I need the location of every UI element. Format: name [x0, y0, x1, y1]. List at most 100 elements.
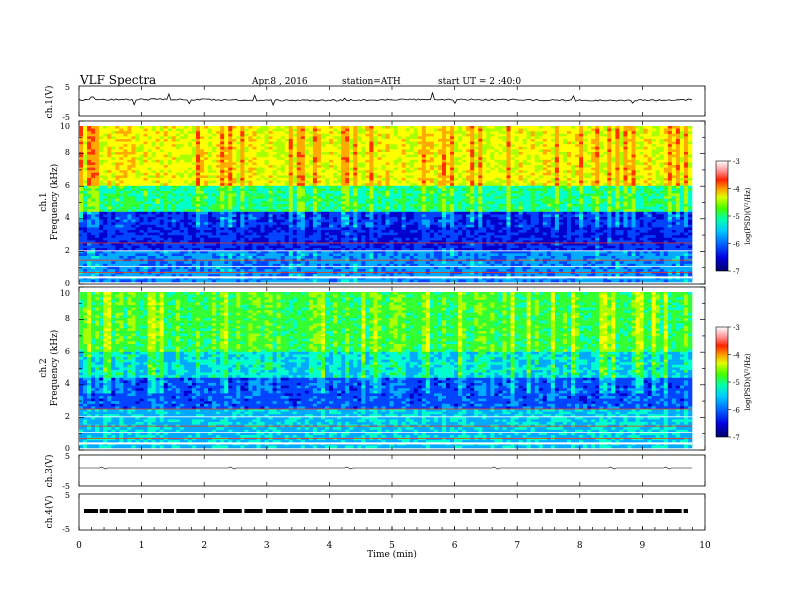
spectrogram-cell [208, 180, 213, 184]
spectrogram-cell [260, 154, 265, 158]
spectrogram-cell [482, 178, 487, 181]
spectrogram-cell [458, 175, 463, 179]
spectrogram-cell [167, 128, 173, 132]
spectrogram-cell [365, 172, 370, 176]
spectrogram-cell [111, 144, 116, 148]
spectrogram-cell [389, 146, 394, 150]
spectrogram-cell [623, 133, 628, 137]
spectrogram-cell [425, 206, 431, 210]
spectrogram-cell [228, 139, 233, 142]
spectrogram-cell [683, 188, 689, 192]
spectrogram-cell [199, 175, 205, 179]
spectrogram-cell [687, 154, 693, 158]
spectrogram-cell [171, 196, 177, 200]
spectrogram-cell [107, 133, 112, 137]
spectrogram-cell [466, 146, 471, 150]
spectrogram-cell [558, 180, 564, 184]
spectrogram-cell [284, 162, 290, 166]
spectrogram-cell [369, 126, 374, 129]
spectrogram-cell [454, 126, 459, 129]
spectrogram-cell [83, 141, 88, 145]
spectrogram-cell [466, 188, 471, 192]
spectrogram-cell [139, 131, 144, 135]
spectrogram-cell [494, 144, 499, 148]
spectrogram-cell [256, 185, 261, 189]
spectrogram-cell [143, 170, 148, 174]
spectrogram-cell [95, 204, 100, 207]
spectrogram-cell [252, 209, 257, 213]
spectrogram-cell [603, 165, 608, 168]
spectrogram-cell [437, 188, 443, 192]
spectrogram-cell [437, 149, 443, 153]
spectrogram-cell [490, 175, 495, 179]
spectrogram-cell [284, 146, 290, 150]
spectrogram-cell [228, 154, 233, 158]
spectrogram-cell [147, 165, 152, 168]
spectrogram-cell [506, 141, 511, 145]
spectrogram-cell [454, 154, 459, 158]
spectrogram-cell [212, 131, 217, 135]
spectrogram-cell [417, 201, 423, 205]
spectrogram-cell [244, 204, 249, 207]
spectrogram-cell [212, 167, 217, 171]
spectrogram-cell [425, 180, 431, 184]
spectrogram-cell [490, 180, 495, 184]
spectrogram-cell [252, 154, 257, 158]
spectrogram-cell [611, 136, 616, 140]
spectrogram-cell [280, 193, 285, 197]
spectrogram-cell [631, 162, 636, 166]
spectrogram-cell [248, 165, 253, 168]
spectrogram-cell [389, 178, 394, 181]
spectrogram-cell [671, 144, 677, 148]
spectrogram-cell [486, 128, 491, 132]
spectrogram-cell [377, 183, 382, 187]
spectrogram-cell [421, 131, 427, 135]
spectrogram-cell [401, 126, 406, 129]
spectrogram-cell [268, 149, 273, 153]
spectrogram-cell [256, 141, 261, 145]
spectrogram-cell [240, 133, 245, 137]
spectrogram-cell [204, 144, 209, 148]
spectrogram-cell [191, 165, 197, 168]
spectrogram-cell [647, 180, 652, 184]
spectrogram-cell [502, 180, 507, 184]
spectrogram-cell [369, 152, 374, 155]
spectrogram-cell [417, 128, 423, 132]
spectrogram-cell [280, 126, 285, 129]
spectrogram-cell [151, 175, 156, 179]
spectrogram-cell [607, 201, 612, 205]
spectrogram-cell [482, 141, 487, 145]
spectrogram-cell [538, 198, 544, 202]
spectrogram-cell [478, 183, 483, 187]
spectrogram-cell [546, 193, 552, 197]
spectrogram-cell [462, 136, 467, 140]
spectrogram-cell [131, 167, 136, 171]
spectrogram-cell [619, 204, 624, 207]
spectrogram-cell [635, 159, 640, 163]
spectrogram-cell [308, 165, 314, 168]
spectrogram-cell [470, 149, 475, 153]
spectrogram-cell [272, 175, 277, 179]
spectrogram-cell [316, 149, 322, 153]
spectrogram-cell [655, 185, 661, 189]
spectrogram-cell [353, 167, 358, 171]
spectrogram-cell [163, 185, 169, 189]
spectrogram-cell [675, 185, 681, 189]
spectrogram-cell [268, 154, 273, 158]
spectrogram-cell [119, 209, 124, 213]
spectrogram-cell [385, 178, 390, 181]
spectrogram-cell [83, 152, 88, 155]
spectrogram-cell [542, 144, 548, 148]
spectrogram-cell [179, 198, 185, 202]
spectrogram-cell [623, 165, 628, 168]
spectrogram-cell [272, 133, 277, 137]
spectrogram-cell [284, 198, 290, 202]
spectrogram-cell [87, 133, 92, 137]
spectrogram-cell [599, 133, 604, 137]
spectrogram-cell [119, 136, 124, 140]
spectrogram-cell [353, 180, 358, 184]
spectrogram-cell [595, 146, 600, 150]
spectrogram-cell [466, 162, 471, 166]
spectrogram-cell [458, 126, 463, 129]
spectrogram-cell [425, 185, 431, 189]
